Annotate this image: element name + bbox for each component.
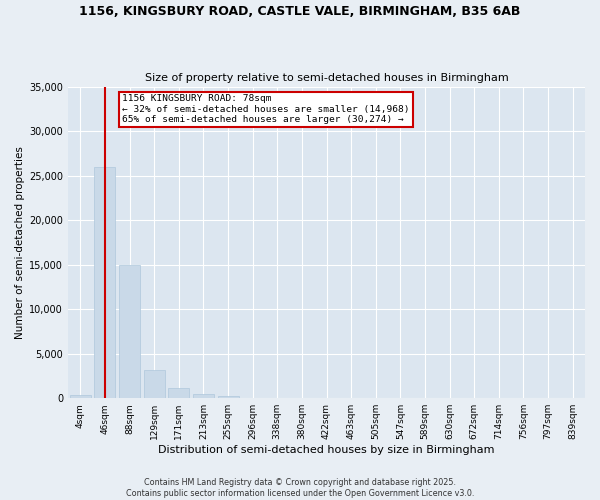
Bar [119,264,140,398]
Title: Size of property relative to semi-detached houses in Birmingham: Size of property relative to semi-detach… [145,73,508,83]
Bar [169,388,189,398]
Bar [218,396,239,398]
Bar [70,394,91,398]
Bar [193,394,214,398]
Bar [94,166,115,398]
Text: Contains HM Land Registry data © Crown copyright and database right 2025.
Contai: Contains HM Land Registry data © Crown c… [126,478,474,498]
Text: 1156 KINGSBURY ROAD: 78sqm
← 32% of semi-detached houses are smaller (14,968)
65: 1156 KINGSBURY ROAD: 78sqm ← 32% of semi… [122,94,410,124]
X-axis label: Distribution of semi-detached houses by size in Birmingham: Distribution of semi-detached houses by … [158,445,495,455]
Text: 1156, KINGSBURY ROAD, CASTLE VALE, BIRMINGHAM, B35 6AB: 1156, KINGSBURY ROAD, CASTLE VALE, BIRMI… [79,5,521,18]
Y-axis label: Number of semi-detached properties: Number of semi-detached properties [15,146,25,339]
Bar [144,370,164,398]
